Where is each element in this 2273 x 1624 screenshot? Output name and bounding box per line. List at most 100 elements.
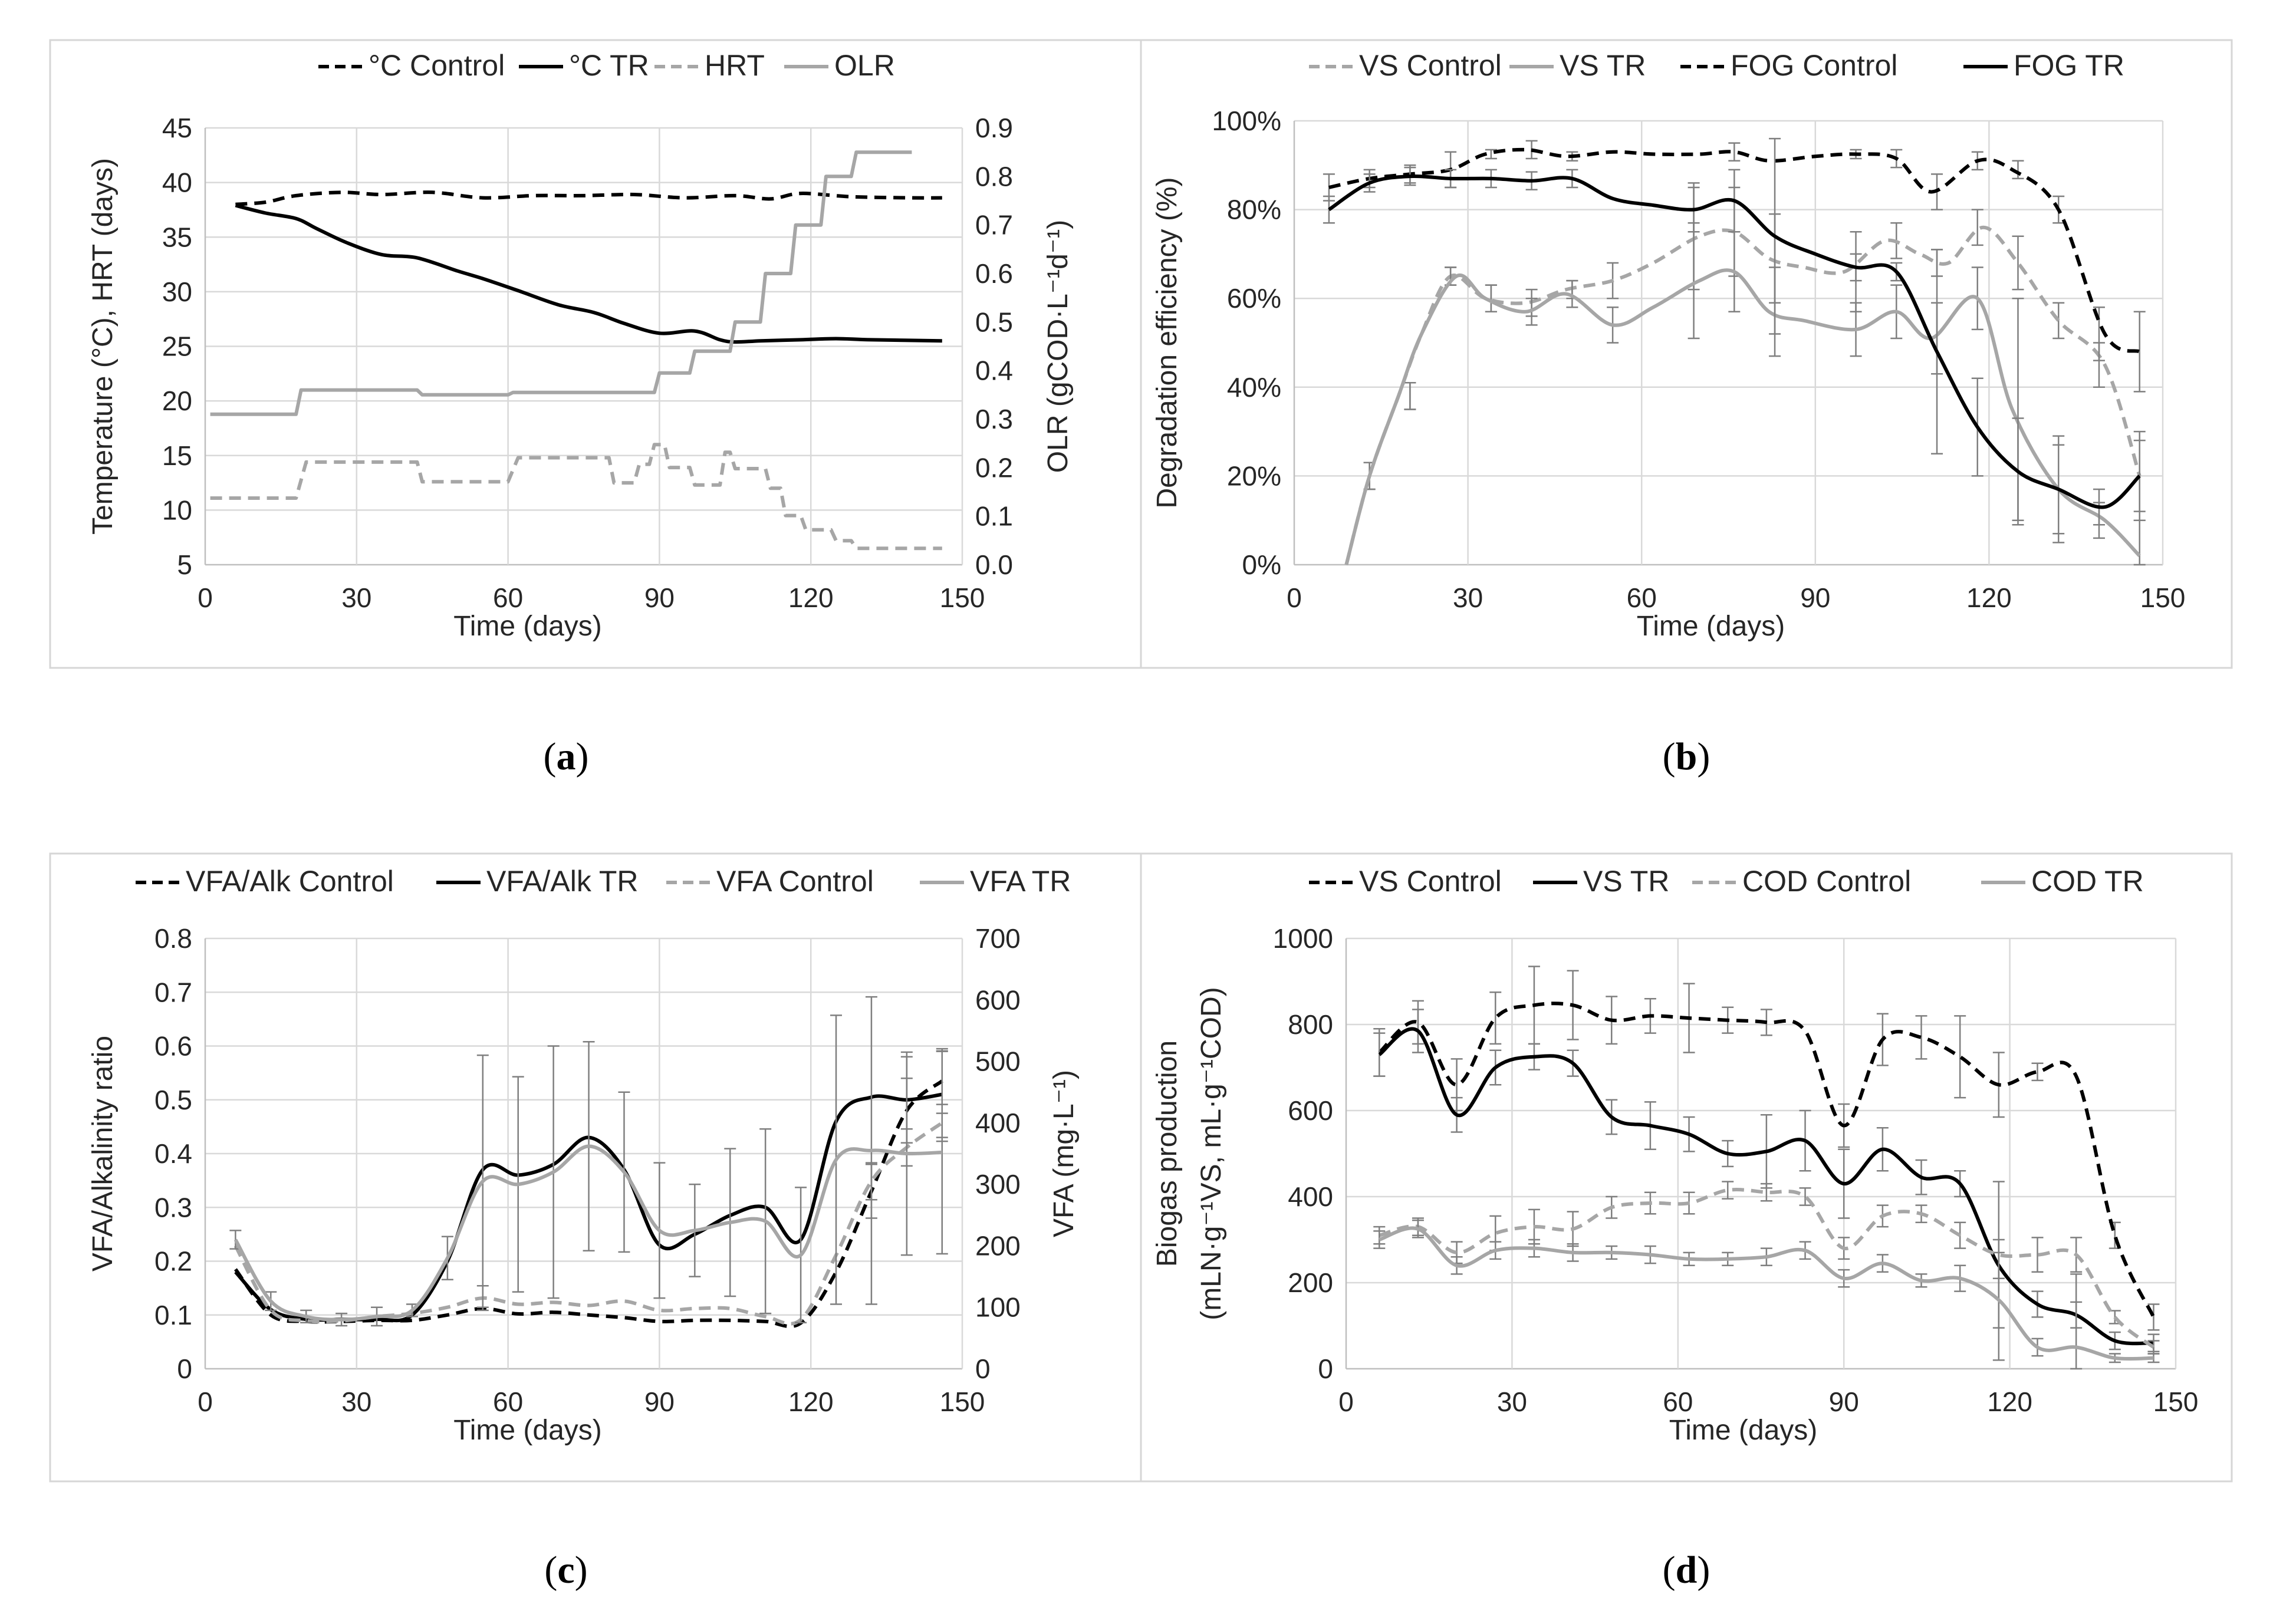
y-tick-label: 0.1 — [154, 1300, 192, 1330]
y-tick-label: 200 — [1288, 1267, 1333, 1298]
panel-c-frame — [49, 852, 1142, 1483]
error-bar — [2031, 1237, 2044, 1273]
y-tick-label: 25 — [162, 331, 192, 362]
x-tick-label: 0 — [1338, 1386, 1354, 1417]
legend-entry: FOG TR — [1963, 49, 2124, 82]
x-tick-label: 60 — [493, 582, 523, 613]
error-bar — [2133, 311, 2146, 393]
error-bar — [1485, 284, 1497, 313]
series-line — [1378, 1002, 2156, 1318]
legend-label: VS Control — [1359, 865, 1502, 898]
error-bar — [1566, 279, 1578, 308]
legend-label: VFA/Alk TR — [486, 865, 638, 898]
x-axis-title: Time (days) — [453, 1415, 602, 1446]
panel-caption-letter: b — [1676, 735, 1698, 778]
y-tick-label: 0.7 — [154, 977, 192, 1007]
legend-entry: VS Control — [1309, 865, 1502, 898]
error-bar — [2093, 307, 2105, 361]
y-tick-label: 10 — [162, 495, 192, 525]
y-tick-label: 30 — [162, 276, 192, 307]
x-tick-label: 60 — [493, 1386, 523, 1417]
panel-caption-letter: d — [1676, 1549, 1698, 1592]
y-tick-label: 400 — [1288, 1181, 1333, 1212]
error-bar — [1722, 1181, 1734, 1200]
series-line — [1379, 1188, 2155, 1349]
legend-entry: FOG Control — [1680, 49, 1897, 82]
legend-entry: OLR — [784, 49, 895, 82]
x-tick-label: 0 — [198, 582, 213, 613]
legend-entry: HRT — [654, 49, 765, 82]
series-b-2 — [1323, 140, 2146, 393]
y-tick-label: 5 — [177, 549, 192, 580]
x-tick-label: 30 — [1497, 1386, 1527, 1417]
legend-entry: COD TR — [1981, 865, 2144, 898]
x-tick-label: 150 — [940, 1386, 985, 1417]
error-bar — [1373, 1230, 1386, 1249]
y-tick-label: 0.6 — [154, 1031, 192, 1062]
legend-entry: VS Control — [1309, 49, 1502, 82]
legend-label: VS Control — [1359, 49, 1502, 82]
y2-axis-title: OLR (gCOD·L⁻¹d⁻¹) — [1042, 220, 1074, 473]
x-axis-title: Time (days) — [1637, 611, 1785, 642]
y-tick-label: 600 — [1288, 1095, 1333, 1126]
y-tick-label: 15 — [162, 440, 192, 471]
y2-tick-label: 0.4 — [975, 355, 1013, 386]
series-a-1 — [235, 203, 942, 344]
panel-a-frame — [49, 39, 1142, 669]
y-tick-label: 20 — [162, 386, 192, 416]
y2-tick-label: 0.8 — [975, 161, 1013, 192]
error-bar — [1915, 1015, 1927, 1060]
legend-label: OLR — [834, 49, 895, 82]
y-axis-title: Temperature (°C), HRT (days) — [87, 158, 119, 535]
y2-tick-label: 0.2 — [975, 452, 1013, 483]
x-tick-label: 90 — [644, 582, 675, 613]
y-tick-label: 0.4 — [154, 1138, 192, 1169]
y2-tick-label: 0.3 — [975, 404, 1013, 434]
legend-entry: VFA Control — [666, 865, 874, 898]
y-tick-label: 0.3 — [154, 1192, 192, 1223]
y2-tick-label: 0.6 — [975, 258, 1013, 289]
y-tick-label: 0.5 — [154, 1085, 192, 1115]
panel-d-frame — [1140, 852, 2233, 1483]
x-axis-title: Time (days) — [453, 611, 602, 642]
legend-entry: °C Control — [318, 49, 505, 82]
x-tick-label: 0 — [1287, 582, 1302, 613]
error-bar — [2012, 160, 2024, 180]
x-tick-label: 120 — [788, 1386, 834, 1417]
y2-tick-label: 0.0 — [975, 549, 1013, 580]
legend-entry: °C TR — [519, 49, 649, 82]
error-bar — [2070, 1273, 2083, 1370]
x-tick-label: 90 — [644, 1386, 675, 1417]
error-bar — [1760, 1182, 1772, 1202]
y2-axis-title: VFA (mg·L⁻¹) — [1048, 1070, 1080, 1237]
y2-tick-label: 500 — [975, 1046, 1021, 1077]
series-line — [210, 150, 912, 416]
x-tick-label: 150 — [2153, 1386, 2199, 1417]
x-tick-label: 30 — [341, 1386, 371, 1417]
series-d-0 — [1373, 966, 2160, 1331]
series-c-3 — [229, 996, 948, 1327]
legend-label: VS TR — [1583, 865, 1669, 898]
legend-entry: VFA TR — [920, 865, 1071, 898]
panel-caption: (a) — [544, 735, 589, 778]
y2-tick-label: 0 — [975, 1353, 991, 1384]
error-bar — [2031, 1062, 2044, 1082]
y2-tick-label: 700 — [975, 923, 1021, 954]
series-d-3 — [1373, 1219, 2160, 1370]
y-tick-label: 60% — [1227, 283, 1281, 314]
legend-label: VS TR — [1560, 49, 1646, 82]
series-line — [234, 1092, 943, 1323]
y2-tick-label: 200 — [975, 1230, 1021, 1261]
y-tick-label: 40% — [1227, 372, 1281, 403]
y-tick-label: 0.8 — [154, 923, 192, 954]
x-tick-label: 90 — [1829, 1386, 1859, 1417]
y-tick-label: 0 — [177, 1353, 192, 1384]
legend-entry: VFA/Alk TR — [436, 865, 638, 898]
panel-caption: (d) — [1663, 1549, 1710, 1592]
legend-label: COD Control — [1742, 865, 1911, 898]
x-tick-label: 30 — [341, 582, 371, 613]
error-bar — [2133, 430, 2146, 521]
panel-caption: (c) — [544, 1549, 587, 1592]
y2-tick-label: 400 — [975, 1108, 1021, 1138]
